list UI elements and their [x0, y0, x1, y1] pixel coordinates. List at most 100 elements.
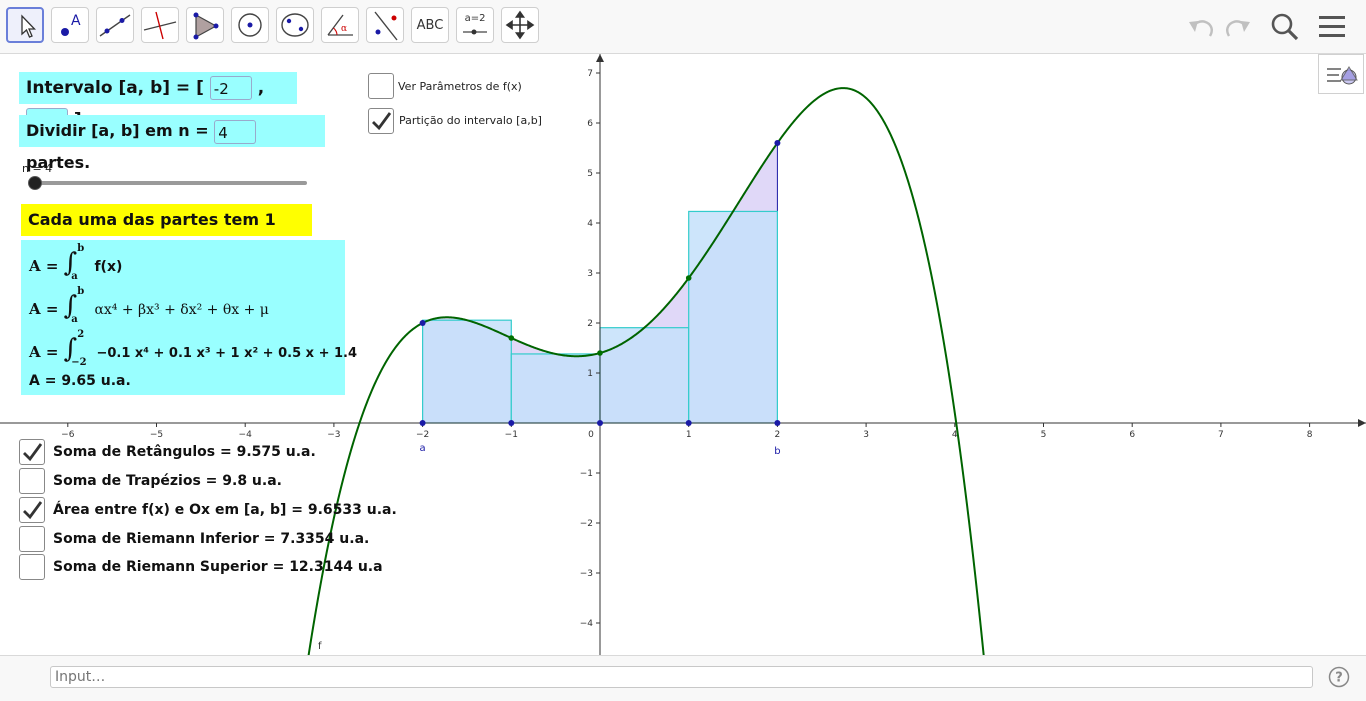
help-icon[interactable]: ? [1328, 666, 1350, 688]
interval-prefix: Intervalo [a, b] = [ [26, 78, 204, 98]
riemann-rectangle-1 [422, 319, 512, 424]
divide-prefix: Dividir [a, b] em n = [26, 121, 209, 140]
point-icon: A [61, 13, 81, 36]
curve-point [597, 350, 603, 356]
reflect-tool-button[interactable] [366, 7, 404, 43]
undo-icon[interactable] [1185, 12, 1217, 42]
circle-icon [238, 13, 262, 37]
checkmark-icon [23, 443, 43, 462]
result-checkbox-2[interactable] [19, 468, 45, 494]
a-input[interactable]: -2 [209, 76, 252, 100]
curve-point-b [774, 140, 781, 146]
upper-limit-3: 2 [77, 329, 85, 340]
result-checkbox-4[interactable] [19, 526, 45, 552]
show-parameters-checkbox[interactable] [368, 73, 394, 99]
text-tool-button[interactable]: ABC [411, 7, 449, 43]
partition-point [419, 420, 426, 426]
redo-icon[interactable] [1222, 12, 1254, 42]
partition-point [685, 420, 692, 426]
formula-row-1: A = ∫ b a f(x) [29, 243, 122, 282]
lower-limit-3: −2 [71, 357, 87, 368]
formula-lhs-1: A = [29, 257, 59, 275]
partition-checkbox[interactable] [368, 108, 394, 134]
x-tick-label: 1 [686, 430, 692, 440]
upper-limit-1: b [77, 243, 85, 254]
x-tick-label: −6 [61, 430, 75, 440]
y-tick-label: −2 [580, 519, 593, 529]
angle-tool-button[interactable]: α [321, 7, 359, 43]
integral-sign-3: ∫ [63, 334, 78, 364]
x-tick-label: 2 [775, 430, 781, 440]
style-bar-toggle[interactable] [1318, 54, 1364, 94]
graphics-view[interactable]: −6 −5 −4 −3 −2 −1 0 1 2 3 4 5 6 7 8 7 6 5 4 3 2 1 −1 −2 −3 −4 a b f … [0, 54, 1366, 655]
move-tool-button[interactable] [6, 7, 44, 43]
upper-limit-2: b [77, 286, 85, 297]
x-tick-label: −2 [416, 430, 429, 440]
checkmark-icon [23, 501, 43, 520]
line-tool-button[interactable] [96, 7, 134, 43]
n-input[interactable]: 4 [214, 119, 257, 144]
point-tool-button[interactable]: A [51, 7, 89, 43]
algebra-input[interactable] [50, 666, 1313, 688]
n-slider-handle[interactable] [28, 176, 42, 190]
polygon-tool-button[interactable] [186, 7, 224, 43]
input-bar: ? [0, 655, 1366, 701]
search-icon[interactable] [1268, 10, 1302, 44]
formula-lhs-3: A = [29, 343, 59, 361]
divide-panel: Dividir [a, b] em n = 4 partes. [19, 115, 325, 172]
curve-point [508, 335, 515, 341]
ellipse-tool-button[interactable] [276, 7, 314, 43]
y-tick-label: 7 [587, 69, 593, 79]
y-tick-label: 5 [587, 169, 593, 179]
x-tick-label: 7 [1218, 430, 1224, 440]
x-tick-label: 6 [1129, 430, 1135, 440]
svg-text:α: α [341, 24, 347, 34]
point-a-label: a [420, 443, 426, 454]
slider-tool-button[interactable]: a=2 [456, 7, 494, 43]
result-label-3: Área entre f(x) e Ox em [a, b] = 9.6533 … [53, 502, 397, 518]
angle-icon: α [327, 14, 353, 36]
curve-point-a [419, 320, 426, 326]
result-label-2: Soma de Trapézios = 9.8 u.a. [53, 473, 282, 489]
y-tick-label: 3 [587, 269, 593, 279]
slider-icon [463, 29, 487, 35]
result-checkbox-1[interactable] [19, 439, 45, 465]
y-tick-label: −3 [580, 569, 593, 579]
perpendicular-tool-button[interactable] [141, 7, 179, 43]
text-tool-label: ABC [416, 17, 444, 33]
integral-sign-1: ∫ [63, 248, 78, 278]
x-tick-label: 8 [1307, 430, 1313, 440]
x-tick-label: −3 [327, 430, 340, 440]
x-tick-label: 3 [863, 430, 869, 440]
menu-icon[interactable] [1316, 12, 1348, 42]
circle-tool-button[interactable] [231, 7, 269, 43]
x-tick-label: −4 [239, 430, 253, 440]
result-checkbox-5[interactable] [19, 554, 45, 580]
y-tick-label: 2 [587, 319, 593, 329]
result-label-5: Soma de Riemann Superior = 12.3144 u.a [53, 559, 383, 575]
x-tick-label: −5 [150, 430, 163, 440]
style-bar-icon [1327, 66, 1358, 85]
n-slider-track[interactable] [35, 181, 307, 185]
y-tick-label: 4 [587, 219, 593, 229]
ellipse-icon [281, 13, 309, 37]
divide-suffix: partes. [26, 153, 91, 172]
formula-lhs-2: A = [29, 300, 59, 318]
x-tick-label: −1 [505, 430, 518, 440]
result-label-1: Soma de Retângulos = 9.575 u.a. [53, 444, 316, 460]
point-b-label: b [774, 446, 780, 457]
move-graphics-tool-button[interactable] [501, 7, 539, 43]
parts-info: Cada uma das partes tem 1 u.c. [21, 204, 312, 261]
curve-point [685, 275, 692, 281]
toolbar: A α ABC a=2 [0, 0, 1366, 54]
partition-point [597, 420, 603, 426]
checkmark-icon [372, 112, 392, 131]
interval-separator: , [257, 78, 265, 98]
formula-rhs-2: αx⁴ + βx³ + δx² + θx + μ [94, 302, 269, 318]
result-checkbox-3[interactable] [19, 497, 45, 523]
y-axis-arrow [596, 54, 604, 62]
result-label-4: Soma de Riemann Inferior = 7.3354 u.a. [53, 531, 370, 547]
arrow-cursor-icon [21, 14, 37, 38]
slider-label: n = 4 [22, 162, 53, 175]
